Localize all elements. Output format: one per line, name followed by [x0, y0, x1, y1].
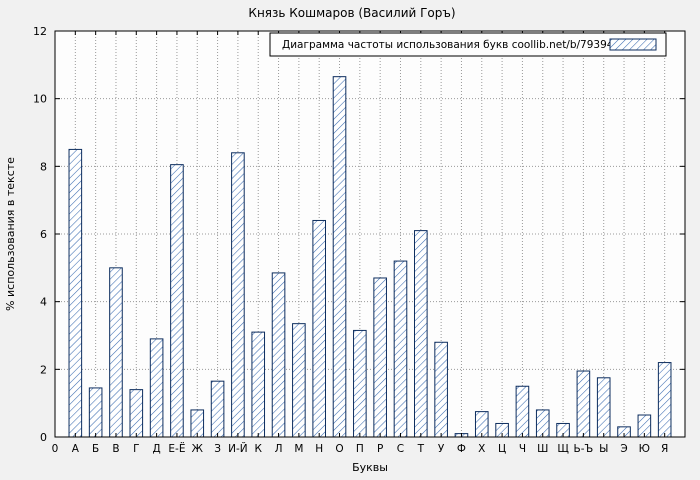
x-tick-label-З: З: [214, 443, 221, 455]
x-tick-label-Ы: Ы: [599, 443, 608, 455]
x-tick-label-Ш: Ш: [537, 443, 548, 455]
bar-В: [109, 267, 123, 438]
bar-О: [332, 76, 347, 438]
y-tick-label: 6: [40, 228, 47, 241]
bar-Ы: [596, 377, 611, 438]
x-tick-label-Е-Ё: Е-Ё: [168, 442, 185, 455]
bar-А: [68, 148, 83, 438]
bar-М: [292, 323, 306, 438]
x-tick-label-Х: Х: [478, 443, 485, 455]
legend: Диаграмма частоты использования букв coo…: [269, 32, 667, 57]
bar-Ч: [515, 385, 530, 438]
legend-swatch: [609, 38, 657, 51]
y-tick-label: 8: [40, 160, 47, 173]
x-tick-label-А: А: [72, 443, 80, 455]
y-tick-labels: 0 2 4 6 8 10 12: [33, 25, 47, 444]
bar-Р: [373, 277, 387, 438]
bar-Г: [129, 389, 144, 438]
bar-П: [353, 329, 367, 438]
bar-Е-Ё: [170, 164, 184, 438]
x-tick-label-К: К: [254, 443, 262, 455]
bar-З: [210, 380, 225, 438]
bar-Т: [414, 230, 428, 438]
x-tick-label-Щ: Щ: [557, 443, 569, 455]
y-tick-label: 10: [33, 93, 47, 106]
bars-group: [68, 76, 672, 438]
x-tick-label-Ж: Ж: [192, 443, 204, 455]
bar-Ь-Ъ: [576, 370, 591, 438]
x-tick-label-П: П: [356, 443, 364, 455]
x-axis-label: Буквы: [352, 461, 388, 474]
x-tick-label-Ф: Ф: [457, 443, 466, 455]
x-tick-label-Ч: Ч: [519, 443, 526, 455]
y-tick-label: 2: [40, 363, 47, 376]
x-tick-label-Н: Н: [315, 443, 323, 455]
x-tick-label-М: М: [294, 443, 303, 455]
bar-Ш: [535, 409, 550, 438]
x-tick-label-origin: 0: [52, 443, 59, 455]
y-axis-label: % использования в тексте: [4, 157, 17, 311]
bar-И-Й: [231, 152, 245, 438]
bar-Н: [312, 219, 326, 438]
legend-box: [269, 32, 667, 57]
x-tick-label-Ц: Ц: [498, 443, 506, 455]
x-tick-label-Ь-Ъ: Ь-Ъ: [574, 443, 594, 455]
bar-Б: [88, 387, 103, 438]
bar-Я: [657, 362, 672, 438]
bar-Д: [149, 338, 164, 438]
x-tick-label-И-Й: И-Й: [228, 442, 248, 455]
x-tick-label-Я: Я: [661, 443, 668, 455]
bar-С: [393, 260, 408, 438]
bar-Л: [271, 272, 286, 438]
y-tick-label: 12: [33, 25, 47, 38]
x-tick-label-Ю: Ю: [639, 443, 650, 455]
bar-Ж: [190, 409, 205, 438]
x-tick-label-Д: Д: [153, 443, 161, 455]
x-tick-label-В: В: [112, 443, 119, 455]
x-tick-label-Э: Э: [620, 443, 627, 455]
x-tick-labels: 0 А Б В Г Д Е-Ё Ж З И-Й К Л М Н О П Р С Т У Ф Х Ц Ч Ш Щ Ь-Ъ Ы Э Ю Я: [52, 442, 669, 455]
y-tick-label: 0: [40, 431, 47, 444]
bar-К: [251, 331, 266, 438]
x-tick-label-Л: Л: [275, 443, 283, 455]
x-tick-label-Р: Р: [377, 443, 383, 455]
x-tick-label-С: С: [397, 443, 404, 455]
x-tick-label-У: У: [438, 443, 445, 455]
y-tick-label: 4: [40, 296, 47, 309]
x-tick-label-О: О: [335, 443, 343, 455]
x-tick-label-Б: Б: [92, 443, 99, 455]
chart-title: Князь Кошмаров (Василий Горъ): [248, 6, 455, 20]
x-tick-label-Г: Г: [133, 443, 139, 455]
legend-label: Диаграмма частоты использования букв coo…: [282, 39, 620, 51]
x-tick-label-Т: Т: [417, 443, 425, 455]
bar-У: [434, 341, 448, 438]
